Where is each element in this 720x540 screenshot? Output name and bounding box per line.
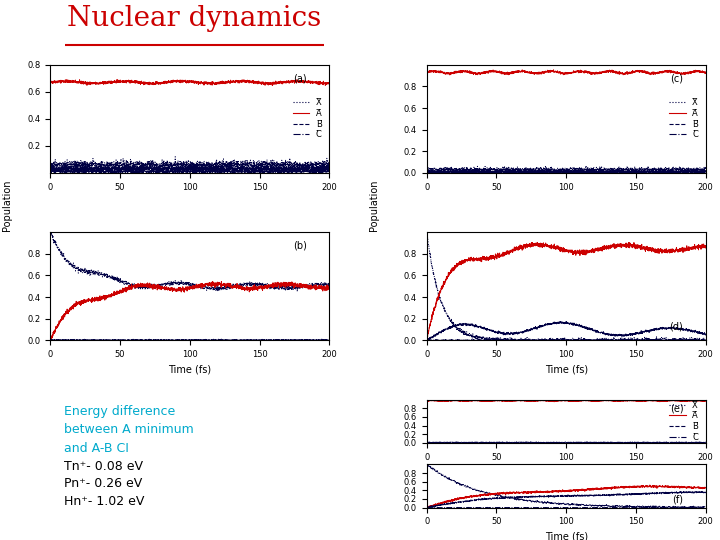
Text: (b): (b) — [293, 241, 307, 251]
Text: (d): (d) — [670, 321, 683, 332]
Text: Population: Population — [369, 179, 379, 231]
Text: Hn⁺- 1.02 eV: Hn⁺- 1.02 eV — [64, 495, 145, 508]
Text: (c): (c) — [670, 73, 683, 84]
Text: Pn⁺- 0.26 eV: Pn⁺- 0.26 eV — [64, 477, 143, 490]
X-axis label: Time (fs): Time (fs) — [168, 364, 212, 374]
Text: (e): (e) — [670, 403, 683, 413]
Text: Nuclear dynamics: Nuclear dynamics — [67, 5, 322, 32]
Text: Population: Population — [2, 179, 12, 231]
Legend: X̅, A̅, B̅, C̅: X̅, A̅, B̅, C̅ — [665, 95, 701, 143]
Text: Tn⁺- 0.08 eV: Tn⁺- 0.08 eV — [64, 460, 143, 473]
Legend: X̅, A̅, B̅, C̅: X̅, A̅, B̅, C̅ — [665, 397, 701, 445]
X-axis label: Time (fs): Time (fs) — [544, 364, 588, 374]
Text: between A minimum: between A minimum — [64, 423, 194, 436]
X-axis label: Time (fs): Time (fs) — [544, 532, 588, 540]
Text: (a): (a) — [293, 73, 307, 84]
Text: Energy difference: Energy difference — [64, 405, 176, 418]
Legend: X̅, A̅, B̅, C̅: X̅, A̅, B̅, C̅ — [289, 95, 325, 143]
Text: and A-B CI: and A-B CI — [64, 442, 129, 455]
Text: (f): (f) — [672, 494, 683, 504]
